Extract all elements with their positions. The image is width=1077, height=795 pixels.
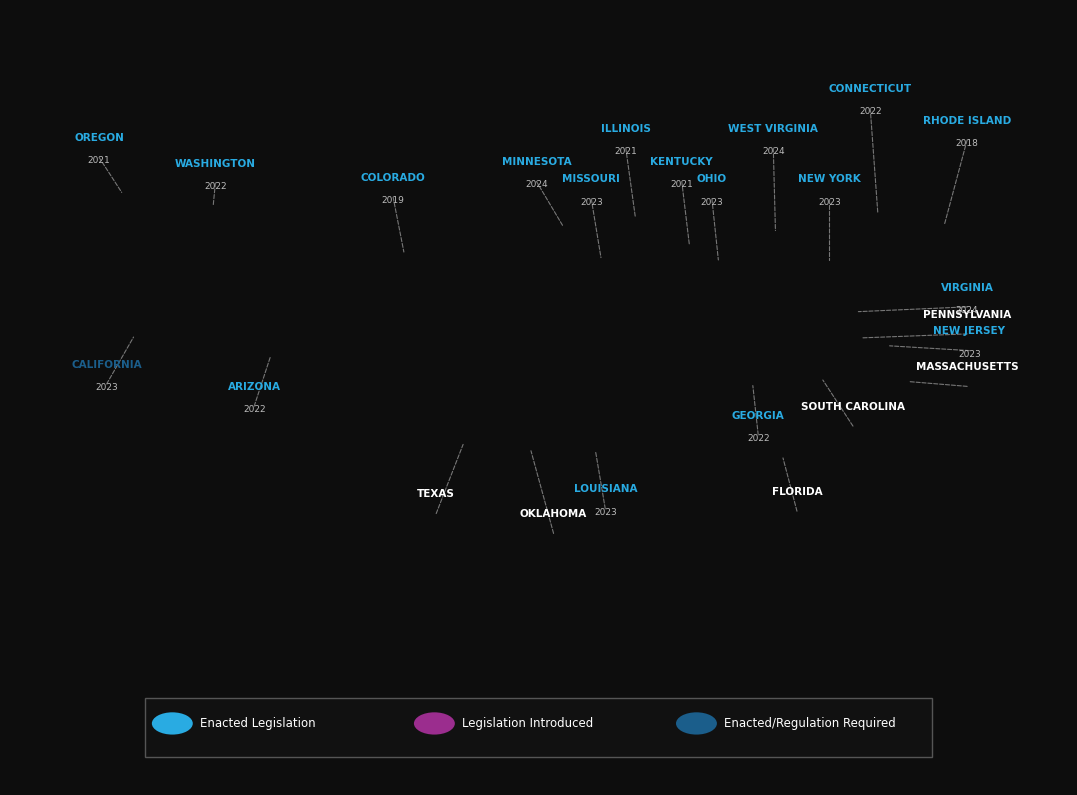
Ellipse shape [676, 712, 717, 735]
Text: COLORADO: COLORADO [361, 173, 425, 183]
Text: 2018: 2018 [955, 139, 979, 148]
Text: RHODE ISLAND: RHODE ISLAND [923, 115, 1011, 126]
Text: 2024: 2024 [761, 147, 785, 156]
Ellipse shape [152, 712, 193, 735]
Text: ILLINOIS: ILLINOIS [601, 123, 651, 134]
Text: Legislation Introduced: Legislation Introduced [462, 717, 593, 730]
Ellipse shape [414, 712, 454, 735]
Text: OKLAHOMA: OKLAHOMA [520, 509, 587, 519]
Text: KENTUCKY: KENTUCKY [651, 157, 713, 167]
Text: 2023: 2023 [957, 350, 981, 359]
Text: 2024: 2024 [955, 306, 979, 315]
Text: 2021: 2021 [614, 147, 638, 156]
Text: 2022: 2022 [858, 107, 882, 116]
Text: 2022: 2022 [746, 434, 770, 443]
Text: NEW JERSEY: NEW JERSEY [934, 326, 1005, 336]
Text: OREGON: OREGON [74, 133, 124, 143]
Text: 2019: 2019 [381, 196, 405, 205]
Text: FLORIDA: FLORIDA [771, 487, 823, 497]
Text: WEST VIRGINIA: WEST VIRGINIA [728, 123, 819, 134]
Text: 2021: 2021 [670, 180, 694, 189]
Text: LOUISIANA: LOUISIANA [574, 484, 637, 494]
Text: Enacted/Regulation Required: Enacted/Regulation Required [725, 717, 896, 730]
Bar [145, 698, 932, 757]
Text: 2022: 2022 [204, 182, 227, 191]
Text: PENNSYLVANIA: PENNSYLVANIA [923, 309, 1011, 320]
Text: 2023: 2023 [95, 383, 118, 392]
Text: CALIFORNIA: CALIFORNIA [71, 359, 142, 370]
Text: 2023: 2023 [579, 198, 603, 207]
Text: OHIO: OHIO [697, 174, 727, 184]
Text: 2024: 2024 [524, 180, 548, 189]
Text: Enacted Legislation: Enacted Legislation [200, 717, 316, 730]
Text: CONNECTICUT: CONNECTICUT [828, 83, 912, 94]
Text: MISSOURI: MISSOURI [562, 174, 620, 184]
Text: 2022: 2022 [242, 405, 266, 414]
Text: 2023: 2023 [817, 198, 841, 207]
Text: 2021: 2021 [87, 157, 111, 165]
Text: MASSACHUSETTS: MASSACHUSETTS [915, 362, 1019, 372]
Text: NEW YORK: NEW YORK [798, 174, 861, 184]
Text: WASHINGTON: WASHINGTON [174, 158, 256, 169]
Text: ARIZONA: ARIZONA [227, 382, 281, 392]
Text: 2023: 2023 [593, 508, 617, 517]
Text: 2023: 2023 [700, 198, 724, 207]
Text: VIRGINIA: VIRGINIA [940, 282, 994, 293]
Text: TEXAS: TEXAS [417, 489, 456, 499]
Text: SOUTH CAROLINA: SOUTH CAROLINA [801, 401, 905, 412]
Text: MINNESOTA: MINNESOTA [502, 157, 571, 167]
Text: GEORGIA: GEORGIA [732, 410, 784, 421]
